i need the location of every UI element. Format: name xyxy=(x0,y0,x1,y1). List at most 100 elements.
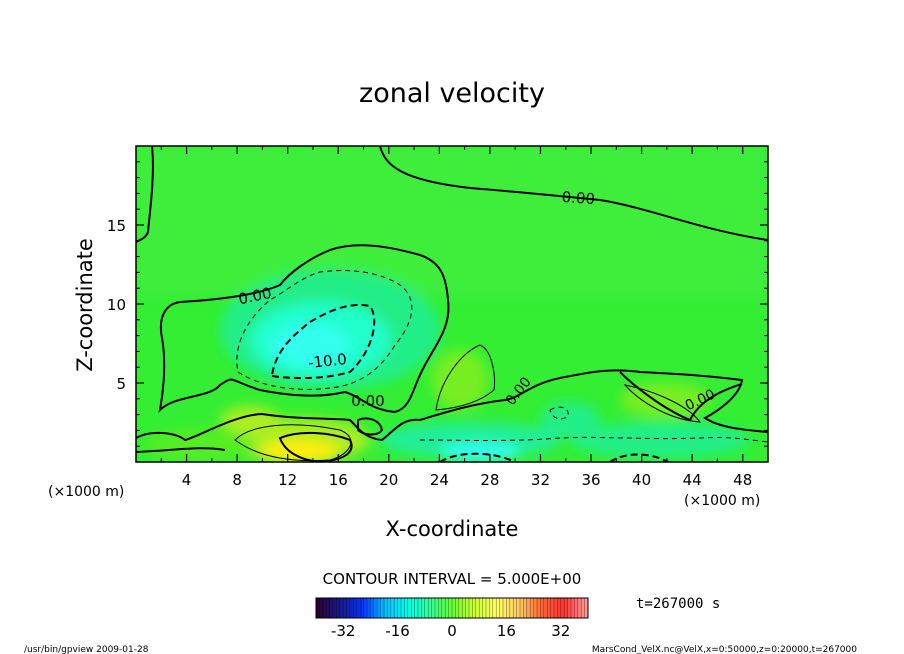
colorbar-cell xyxy=(547,598,552,618)
colorbar-cell xyxy=(526,598,531,618)
colorbar: -32 -16 0 16 32 xyxy=(315,597,589,640)
contour-neg5 xyxy=(236,270,413,390)
colorbar-cell xyxy=(475,598,480,618)
colorbar-cell xyxy=(370,598,375,618)
colorbar-cell xyxy=(339,598,344,618)
x-axis: 4 8 12 16 20 24 28 32 36 40 44 48 xyxy=(160,146,752,489)
chart-title: zonal velocity xyxy=(359,78,545,109)
colorbar-cell xyxy=(401,598,405,618)
colorbar-cell xyxy=(574,598,579,618)
y-tick-label: 15 xyxy=(107,217,126,235)
plot-area: 0.00 0.00 -10.0 0.00 0.00 0.00 xyxy=(136,146,768,462)
colorbar-cell xyxy=(387,598,392,618)
colorbar-cell xyxy=(360,598,365,618)
colorbar-cell xyxy=(404,598,409,618)
colorbar-cell xyxy=(435,598,439,618)
colorbar-cell xyxy=(503,598,507,618)
colorbar-cell xyxy=(346,598,351,618)
colorbar-cell xyxy=(571,598,575,618)
colorbar-cell xyxy=(350,598,354,618)
x-tick-label: 40 xyxy=(632,471,651,489)
colorbar-cell xyxy=(397,598,402,618)
colorbar-cell xyxy=(448,598,453,618)
contour-interval-label: CONTOUR INTERVAL = 5.000E+00 xyxy=(323,570,582,588)
colorbar-cell xyxy=(564,598,569,618)
colorbar-cell xyxy=(380,598,385,618)
colorbar-cell xyxy=(329,598,334,618)
x-unit-left: (×1000 m) xyxy=(48,484,124,500)
colorbar-cell xyxy=(533,598,538,618)
colorbar-cell xyxy=(550,598,555,618)
colorbar-cell xyxy=(424,598,429,618)
colorbar-cell xyxy=(554,598,558,618)
colorbar-cell xyxy=(441,598,446,618)
contour-zero-main xyxy=(158,244,450,414)
x-tick-label: 24 xyxy=(430,471,449,489)
colorbar-cell xyxy=(363,598,368,618)
y-tick-label: 10 xyxy=(107,296,126,314)
colorbar-tick-label: 0 xyxy=(447,622,457,640)
colorbar-cell xyxy=(316,598,320,618)
contour-label: 0.00 xyxy=(561,188,596,208)
colorbar-cell xyxy=(333,598,337,618)
x-tick-label: 36 xyxy=(581,471,600,489)
colorbar-cell xyxy=(530,598,535,618)
y-axis-label: Z-coordinate xyxy=(73,238,97,372)
colorbar-cell xyxy=(557,598,562,618)
colorbar-cell xyxy=(377,598,382,618)
colorbar-cell xyxy=(394,598,399,618)
colorbar-tick-label: 32 xyxy=(551,622,570,640)
contour-label: -10.0 xyxy=(307,350,347,372)
colorbar-cell xyxy=(560,598,565,618)
colorbar-cell xyxy=(336,598,341,618)
colorbar-cell xyxy=(322,598,327,618)
colorbar-cell xyxy=(431,598,436,618)
colorbar-cell xyxy=(540,598,545,618)
contour-zero-bottom xyxy=(136,369,768,442)
time-label: t=267000 s xyxy=(636,596,720,612)
y-axis: 5 10 15 xyxy=(107,161,768,447)
contour-pos5-left xyxy=(234,424,352,462)
x-tick-label: 4 xyxy=(182,471,192,489)
colorbar-cell xyxy=(343,598,348,618)
colorbar-cell xyxy=(353,598,358,618)
colorbar-cell xyxy=(452,598,456,618)
x-unit-right: (×1000 m) xyxy=(684,493,760,509)
colorbar-cell xyxy=(462,598,467,618)
footer-left: /usr/bin/gpview 2009-01-28 xyxy=(24,645,149,654)
x-tick-label: 32 xyxy=(531,471,550,489)
colorbar-frame xyxy=(315,597,589,619)
x-tick-label: 12 xyxy=(278,471,297,489)
colorbar-cell xyxy=(367,598,371,618)
colorbar-cell xyxy=(506,598,511,618)
colorbar-cell xyxy=(567,598,572,618)
colorbar-tick-label: -16 xyxy=(385,622,410,640)
x-tick-label: 8 xyxy=(232,471,242,489)
colorbar-cell xyxy=(438,598,443,618)
contour-neg10-bottom xyxy=(439,452,516,462)
colorbar-cell xyxy=(455,598,460,618)
x-tick-label: 44 xyxy=(683,471,702,489)
colorbar-cell xyxy=(421,598,426,618)
colorbar-cell xyxy=(418,598,422,618)
colorbar-cell xyxy=(486,598,490,618)
colorbar-cell xyxy=(390,598,395,618)
contour-pos5-right xyxy=(623,384,702,423)
x-tick-label: 28 xyxy=(480,471,499,489)
contour-neg5-mid xyxy=(419,436,768,443)
colorbar-cell xyxy=(489,598,494,618)
colorbar-cell xyxy=(496,598,501,618)
colorbar-tick-label: 16 xyxy=(497,622,516,640)
colorbar-cell xyxy=(543,598,548,618)
x-tick-label: 20 xyxy=(379,471,398,489)
colorbar-cell xyxy=(516,598,521,618)
colorbar-cell xyxy=(472,598,477,618)
colorbar-tick-label: -32 xyxy=(331,622,356,640)
colorbar-cell xyxy=(509,598,514,618)
contour-lines xyxy=(136,146,768,462)
colorbar-cell xyxy=(537,598,541,618)
colorbar-cell xyxy=(584,598,589,618)
colorbar-cell xyxy=(414,598,419,618)
y-tick-label: 5 xyxy=(116,375,126,393)
